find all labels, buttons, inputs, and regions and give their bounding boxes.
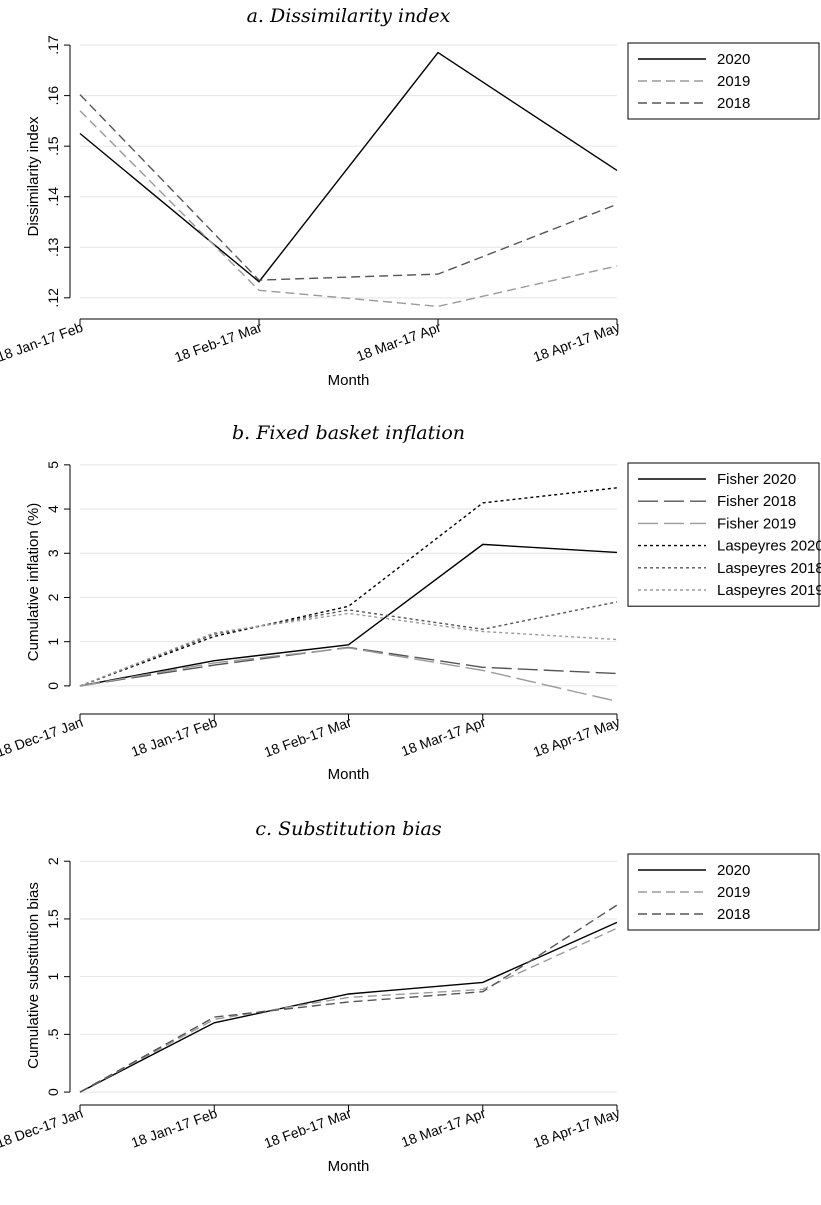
legend-label: 2019 (717, 73, 750, 90)
series-line-6 (79, 612, 618, 687)
y-tick-label: .5 (45, 1028, 61, 1040)
panel-2: b. Fixed basket inflation 0 1 2 3 4 5 Cumulativ… (0, 422, 821, 783)
x-tick-label: 18 Apr-17 May (531, 714, 622, 760)
series-line-4 (79, 487, 618, 687)
chart-title: b. Fixed basket inflation (232, 422, 465, 444)
y-tick-label: .15 (45, 136, 61, 156)
y-tick-label: .17 (45, 35, 61, 55)
legend-label: Laspeyres 2020 (717, 538, 821, 555)
legend-label: Laspeyres 2018 (717, 560, 821, 577)
x-axis-label: Month (328, 1158, 370, 1175)
y-tick-label: 0 (45, 1088, 61, 1096)
series-line-2 (79, 646, 618, 687)
series-line-3 (79, 904, 618, 1093)
chart-title: a. Dissimilarity index (247, 5, 451, 27)
y-tick-label: .13 (45, 237, 61, 257)
y-tick-label: 2 (45, 593, 61, 601)
x-tick-label: 18 Apr-17 May (531, 1105, 622, 1151)
y-tick-label: 4 (45, 505, 61, 513)
legend-label: 2018 (717, 95, 750, 112)
x-tick-label: 18 Dec-17 Jan (0, 1105, 85, 1151)
legend-label: Fisher 2019 (717, 515, 796, 532)
series-line-2 (79, 110, 618, 308)
y-axis-label: Cumulative substitution bias (25, 882, 42, 1069)
x-tick-label: 18 Feb-17 Mar (262, 714, 354, 761)
x-tick-label: 18 Feb-17 Mar (172, 319, 264, 366)
x-tick-label: 18 Mar-17 Apr (399, 1105, 488, 1150)
legend-box (627, 462, 820, 607)
legend-label: Fisher 2020 (717, 471, 796, 488)
x-tick-label: 18 Jan-17 Feb (0, 319, 85, 365)
y-tick-label: 3 (45, 549, 61, 557)
y-tick-label: 1 (45, 638, 61, 646)
y-tick-label: 5 (45, 461, 61, 469)
x-tick-label: 18 Apr-17 May (531, 319, 622, 365)
series-line-3 (79, 94, 618, 281)
series-line-1 (79, 921, 618, 1093)
panel-1: a. Dissimilarity index .12 .13 .14 .15 .16 .17… (0, 5, 820, 389)
x-axis-label: Month (328, 766, 370, 783)
y-tick-label: .14 (45, 187, 61, 207)
x-tick-label: 18 Jan-17 Feb (129, 714, 220, 760)
series-line-1 (79, 543, 618, 687)
y-axis-label: Dissimilarity index (25, 116, 42, 237)
panel-3: c. Substitution bias 0 .5 1 1.5 2 Cumulative s… (0, 818, 820, 1175)
legend-label: 2020 (717, 51, 750, 68)
x-tick-label: 18 Jan-17 Feb (129, 1105, 220, 1151)
x-tick-label: 18 Dec-17 Jan (0, 714, 85, 760)
y-tick-label: .12 (45, 288, 61, 308)
x-tick-label: 18 Feb-17 Mar (262, 1105, 354, 1152)
legend-label: 2019 (717, 884, 750, 901)
y-tick-label: .16 (45, 86, 61, 106)
series-line-3 (79, 647, 618, 703)
x-axis-label: Month (328, 372, 370, 389)
series-line-2 (79, 927, 618, 1093)
series-line-1 (79, 51, 618, 283)
legend-label: 2020 (717, 862, 750, 879)
x-tick-label: 18 Mar-17 Apr (399, 714, 488, 759)
y-axis-label: Cumulative inflation (%) (25, 503, 42, 661)
y-tick-label: 1 (45, 973, 61, 981)
legend-label: Fisher 2018 (717, 493, 796, 510)
legend-label: 2018 (717, 906, 750, 923)
y-tick-label: 2 (45, 857, 61, 865)
legend-label: Laspeyres 2019 (717, 582, 821, 599)
y-tick-label: 1.5 (45, 909, 61, 929)
chart-title: c. Substitution bias (255, 818, 441, 840)
y-tick-label: 0 (45, 682, 61, 690)
x-tick-label: 18 Mar-17 Apr (354, 319, 443, 364)
